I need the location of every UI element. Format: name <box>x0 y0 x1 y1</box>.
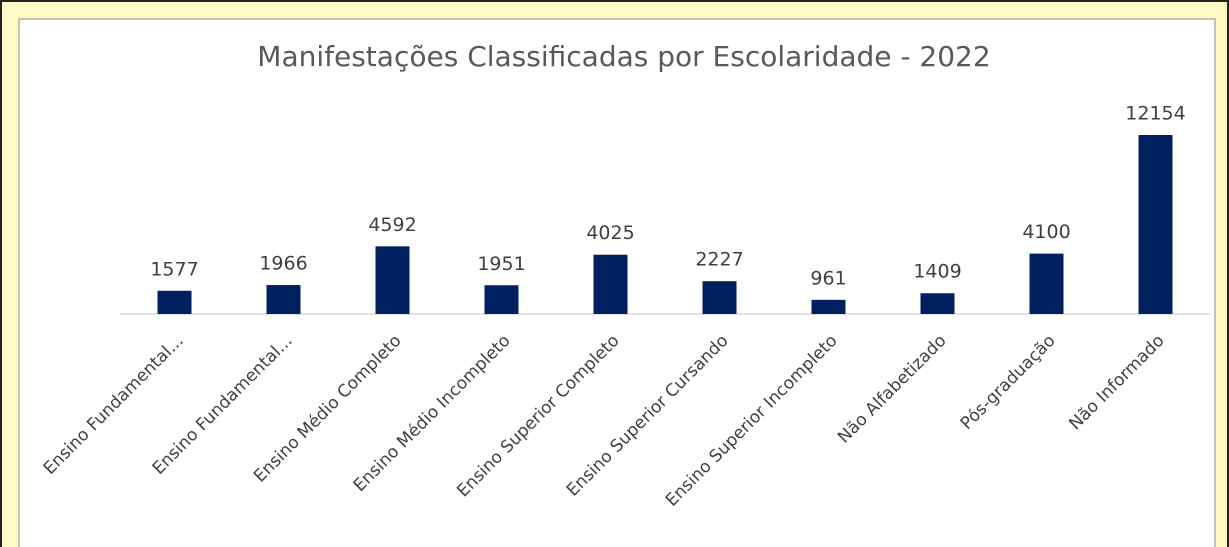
value-label: 4592 <box>368 214 416 236</box>
chart-title: Manifestações Classificadas por Escolari… <box>257 40 990 73</box>
bar <box>920 293 955 314</box>
bar <box>702 281 737 314</box>
value-label: 4100 <box>1022 221 1070 243</box>
bar <box>157 290 192 314</box>
bar <box>811 299 846 314</box>
bar <box>593 254 628 314</box>
bar <box>266 285 301 314</box>
value-label: 2227 <box>695 249 743 271</box>
bar <box>484 285 519 314</box>
value-label: 4025 <box>586 222 634 244</box>
bar <box>1138 135 1173 314</box>
value-label: 12154 <box>1125 103 1185 125</box>
value-label: 1577 <box>150 258 198 280</box>
value-label: 961 <box>810 267 846 289</box>
value-label: 1951 <box>477 253 525 275</box>
bar <box>1029 253 1064 314</box>
value-label: 1966 <box>259 253 307 275</box>
bar <box>375 246 410 314</box>
value-label: 1409 <box>913 261 961 283</box>
